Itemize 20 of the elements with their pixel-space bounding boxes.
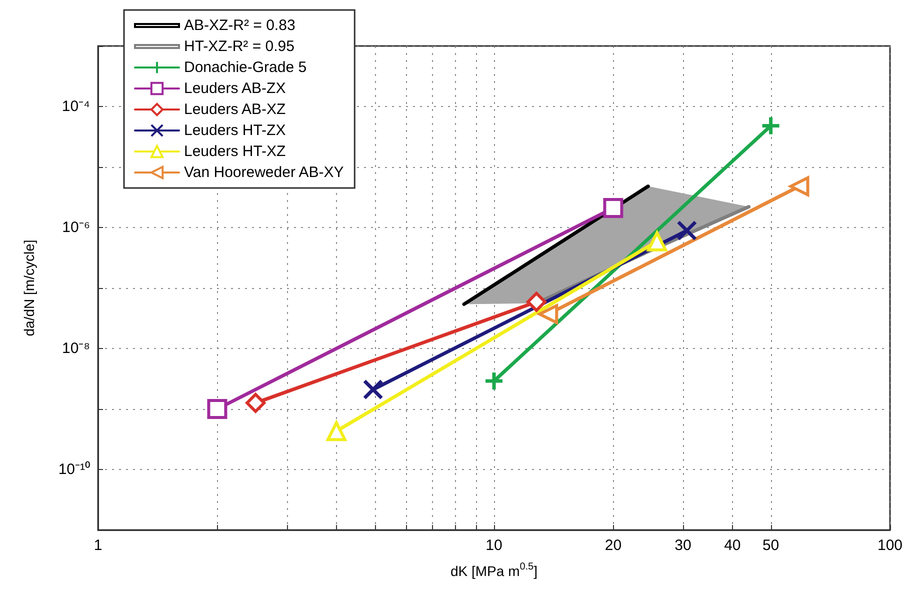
legend-label: HT-XZ-R² = 0.95 xyxy=(184,38,294,55)
x-tick-label: 10 xyxy=(486,537,502,554)
x-tick-label: 40 xyxy=(724,537,741,554)
y-tick-label: 10⁻⁶ xyxy=(62,219,90,236)
x-tick-label: 100 xyxy=(877,537,903,554)
x-tick-label: 1 xyxy=(94,537,102,554)
x-tick-label: 20 xyxy=(604,537,622,554)
legend-label: AB-XZ-R² = 0.83 xyxy=(184,17,296,34)
legend-label: Leuders HT-XZ xyxy=(184,143,286,160)
legend-label: Leuders HT-ZX xyxy=(184,122,286,139)
y-tick-label: 10⁻⁴ xyxy=(62,98,90,115)
x-tick-label: 50 xyxy=(762,537,780,554)
legend-label: Donachie-Grade 5 xyxy=(184,59,307,76)
x-tick-label: 30 xyxy=(674,537,692,554)
legend-label: Leuders AB-ZX xyxy=(184,80,286,97)
y-tick-label: 10⁻⁸ xyxy=(62,340,90,357)
legend-label: Van Hooreweder AB-XY xyxy=(184,164,344,181)
y-axis-title: da/dN [m/cycle] xyxy=(21,240,37,336)
y-tick-label: 10⁻¹⁰ xyxy=(58,461,90,478)
legend-label: Leuders AB-XZ xyxy=(184,101,286,118)
